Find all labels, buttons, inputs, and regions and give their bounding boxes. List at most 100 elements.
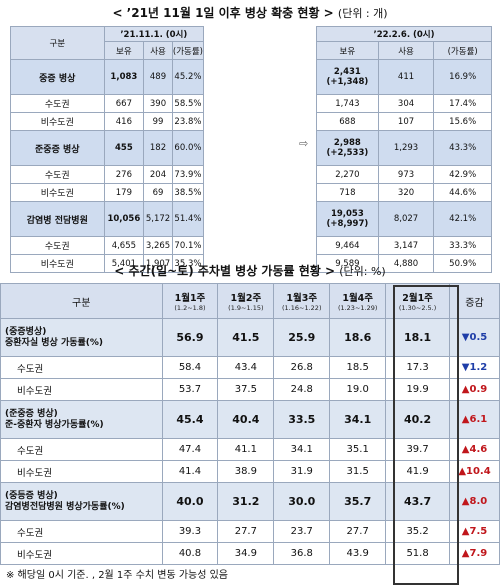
row-label: 감염병 전담병원 [10, 201, 105, 237]
col-header: 사용 [377, 41, 435, 60]
cell-value-total: 2,431 [333, 67, 361, 77]
cell-value-total: 718 [339, 187, 356, 198]
week-range: (1.23~1.29) [337, 304, 378, 312]
row-label: 수도권 [10, 94, 105, 113]
table-row: 수도권 39.3 27.7 23.7 27.7 35.2 ▲7.5 [0, 520, 500, 543]
cell-value: 18.5 [329, 356, 387, 379]
cell-value: 39.3 [161, 520, 219, 543]
section1-title-text: < ’21년 11월 1일 이후 병상 확충 현황 > [112, 6, 334, 20]
cell-value-total: 1,743 [335, 98, 360, 109]
cell-value: 9,589 [316, 254, 379, 273]
cell-value: 43.7 [385, 482, 451, 521]
cell-value: 41.4 [161, 460, 219, 483]
week-range: (1.2~1.8) [174, 304, 206, 312]
cell-value: 42.9% [433, 165, 492, 184]
cell-value-total: 9,464 [335, 240, 360, 251]
cell-value: 43.3% [433, 130, 492, 166]
cell-value: 718 [316, 183, 379, 202]
table-row: 688 107 15.6% [316, 112, 492, 131]
table-row: 수도권 58.4 43.4 26.8 18.5 17.3 ▼1.2 [0, 356, 500, 379]
section2-title: < 주간(일~토) 주차별 병상 가동률 현황 > (단위: %) [0, 262, 500, 279]
cell-value: 70.1% [171, 236, 205, 255]
row-label: 수도권 [10, 236, 105, 255]
cell-value: 10,056 [103, 201, 145, 237]
cell-value: 107 [377, 112, 435, 131]
cell-value: 51.8 [385, 542, 451, 565]
col-header: (가동률) [433, 41, 492, 60]
change-value: ▲10.4 [449, 460, 500, 483]
cell-value-increase: (+2,533) [326, 148, 369, 158]
cell-value: 320 [377, 183, 435, 202]
cell-value: 15.6% [433, 112, 492, 131]
row-label-line1: (중증병상) [5, 326, 47, 337]
cell-value: 34.1 [329, 400, 387, 439]
table-row: (준중증 병상) 준-중환자 병상가동률(%) 45.4 40.4 33.5 34.1 40… [0, 400, 500, 439]
cell-value: 69 [143, 183, 173, 202]
row-label: 비수도권 [0, 460, 163, 483]
cell-value: 33.3% [433, 236, 492, 255]
table-row: 감염병 전담병원 10,056 5,172 51.4% [10, 201, 205, 237]
section1-unit: (단위 : 개) [337, 7, 388, 20]
cell-value: 489 [143, 59, 173, 95]
row-label: 수도권 [0, 356, 163, 379]
row-label: 비수도권 [10, 183, 105, 202]
table-row: 2,270 973 42.9% [316, 165, 492, 184]
cell-value: 416 [103, 112, 145, 131]
table-row: 수도권 276 204 73.9% [10, 165, 205, 184]
col-header: (가동률) [171, 41, 205, 60]
cell-value: 45.4 [161, 400, 219, 439]
table-row: 9,589 4,880 50.9% [316, 254, 492, 273]
table-row: 비수도권 53.7 37.5 24.8 19.0 19.9 ▲0.9 [0, 378, 500, 401]
category-header: 구분 [0, 283, 163, 319]
cell-value: 411 [377, 59, 435, 95]
cell-value: 73.9% [171, 165, 205, 184]
cell-value: 35.7 [329, 482, 387, 521]
cell-value: 34.9 [217, 542, 275, 565]
week-range: (1.30~2.5.) [398, 304, 437, 312]
cell-value: 19.9 [385, 378, 451, 401]
table-row: 중증 병상 1,083 489 45.2% [10, 59, 205, 95]
row-label: 비수도권 [10, 254, 105, 273]
cell-value: 1,743 [316, 94, 379, 113]
cell-value: 40.8 [161, 542, 219, 565]
cell-value-total: 2,270 [335, 169, 360, 180]
category-header: 구분 [10, 26, 105, 60]
cell-value: 455 [103, 130, 145, 166]
change-value: ▲4.6 [449, 438, 500, 461]
change-value: ▲8.0 [449, 482, 500, 521]
cell-value: 8,027 [377, 201, 435, 237]
table-row: 19,053 (+8,997) 8,027 42.1% [316, 201, 492, 237]
table-row: 비수도권 416 99 23.8% [10, 112, 205, 131]
change-value: ▲0.9 [449, 378, 500, 401]
cell-value: 38.5% [171, 183, 205, 202]
cell-value: 5,172 [143, 201, 173, 237]
table-row: 1,743 304 17.4% [316, 94, 492, 113]
cell-value: 4,655 [103, 236, 145, 255]
cell-value: 31.5 [329, 460, 387, 483]
row-label-line1: (중등증 병상) [5, 490, 58, 501]
row-label: 수도권 [0, 520, 163, 543]
week-label: 1월3주 [286, 293, 318, 304]
table-row: 비수도권 5,401 1,907 35.3% [10, 254, 205, 273]
cell-value: 33.5 [273, 400, 331, 439]
row-label: 중증 병상 [10, 59, 105, 95]
cell-value: 41.1 [217, 438, 275, 461]
cell-value: 31.2 [217, 482, 275, 521]
footnote: ※ 해당일 0시 기준. , 2월 1주 수치 변동 가능성 있음 [6, 570, 229, 581]
week-label: 1월4주 [342, 293, 374, 304]
row-label: 수도권 [0, 438, 163, 461]
cell-value: 43.9 [329, 542, 387, 565]
cell-value-total: 2,988 [333, 138, 361, 148]
cell-value-increase: (+8,997) [326, 219, 369, 229]
cell-value: 35.1 [329, 438, 387, 461]
cell-value: 58.4 [161, 356, 219, 379]
week-range: (1.16~1.22) [282, 304, 322, 312]
cell-value: 16.9% [433, 59, 492, 95]
cell-value-increase: (+1,348) [326, 77, 369, 87]
week-label: 2월1주 [402, 293, 433, 304]
cell-value: 9,464 [316, 236, 379, 255]
cell-value: 19,053 (+8,997) [316, 201, 379, 237]
cell-value: 18.6 [329, 318, 387, 357]
table-row: 비수도권 41.4 38.9 31.9 31.5 41.9 ▲10.4 [0, 460, 500, 483]
change-value: ▲7.9 [449, 542, 500, 565]
